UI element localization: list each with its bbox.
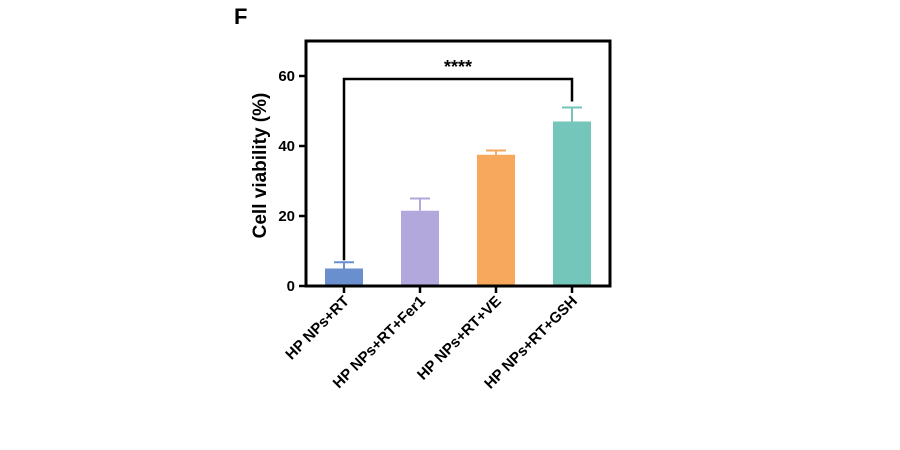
y-axis-title: Cell viability (%) [250,93,271,239]
y-axis: 0 20 40 60 [278,68,306,295]
bar-2 [401,210,439,286]
bar-4 [553,121,591,286]
error-bars-layer [334,106,582,269]
bar-3 [477,154,515,286]
significance-label: **** [444,57,472,77]
panel-label: F [234,4,248,29]
significance-bracket [342,77,574,261]
y-tick-label: 40 [278,138,295,155]
significance-layer: **** [342,57,574,261]
y-tick-label: 60 [278,68,295,85]
y-tick-label: 20 [278,208,295,225]
bar-1 [325,268,363,286]
plot-frame [304,39,612,288]
bars-layer [325,121,591,286]
y-tick-label: 0 [287,278,295,295]
x-tick-label: HP NPs+RT [282,293,352,363]
